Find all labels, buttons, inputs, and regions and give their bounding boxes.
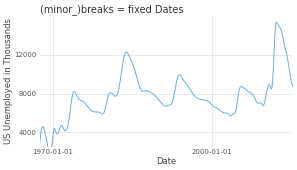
Y-axis label: US Unemployed in Thousands: US Unemployed in Thousands bbox=[4, 19, 13, 144]
X-axis label: Date: Date bbox=[156, 157, 176, 166]
Text: (minor_)breaks = fixed Dates: (minor_)breaks = fixed Dates bbox=[40, 4, 183, 15]
